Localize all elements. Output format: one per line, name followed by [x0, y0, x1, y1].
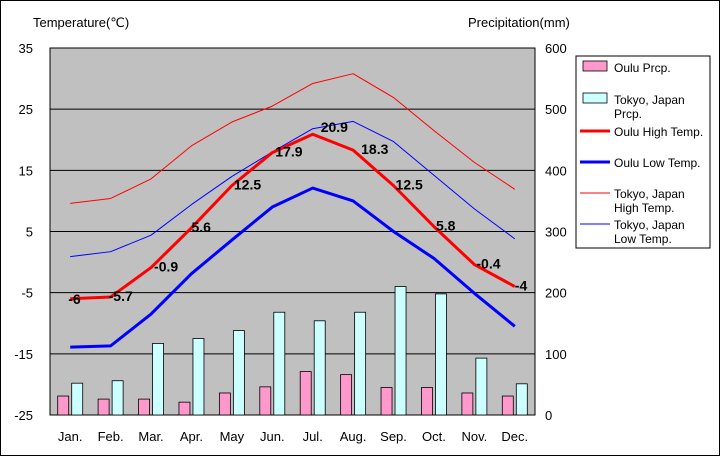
high-temp-data-label: 18.3	[361, 141, 388, 157]
precipitation-bars	[57, 286, 528, 416]
tokyo-precip-bar	[394, 286, 407, 416]
high-temp-data-label: -4	[515, 278, 528, 294]
legend-label: Tokyo, Japan	[614, 187, 685, 201]
legend-label: Low Temp.	[614, 232, 672, 246]
data-labels: -6 -5.7 -0.9 5.6 12.5 17.9 20.9 18.3 12.5 5.8 -0.4…	[68, 119, 527, 307]
high-temp-data-label: 17.9	[275, 144, 302, 160]
oulu-precip-bar	[138, 398, 150, 416]
oulu-precip-bar	[461, 392, 474, 416]
tokyo-precip-bar	[273, 311, 286, 416]
tokyo-precip-bar	[354, 311, 367, 416]
right-tick-label: 500	[545, 102, 567, 117]
oulu-high-temp-line	[70, 132, 516, 301]
gridlines	[50, 108, 535, 355]
x-tick-label: Dec.	[501, 429, 528, 444]
high-temp-data-label: -6	[68, 291, 81, 307]
left-tick-label: -15	[14, 347, 33, 362]
legend-label: Oulu Low Temp.	[614, 156, 701, 170]
left-tick-label: 5	[26, 225, 33, 240]
legend-label: High Temp.	[614, 201, 674, 215]
temperature-lines	[70, 73, 516, 349]
right-tick-label: 300	[545, 225, 567, 240]
x-tick-label: Apr.	[180, 429, 203, 444]
x-tick-label: Jan.	[58, 429, 83, 444]
right-tick-label: 100	[545, 347, 567, 362]
left-tick-label: 35	[19, 41, 33, 56]
oulu-precip-bar	[97, 398, 110, 416]
tokyo-precip-bar	[475, 357, 488, 416]
left-tick-label: 25	[19, 102, 33, 117]
right-tick-label: 200	[545, 286, 567, 301]
x-tick-label: Sep.	[380, 429, 407, 444]
oulu-precip-bar	[299, 371, 312, 416]
left-tick-label: -25	[14, 408, 33, 423]
oulu-precip-bar	[501, 395, 514, 416]
high-temp-data-label: 5.6	[191, 219, 211, 235]
x-tick-label: Mar.	[138, 429, 163, 444]
tokyo-precip-bar	[192, 338, 205, 416]
x-tick-label: Nov.	[461, 429, 487, 444]
oulu-precip-bar	[421, 387, 433, 416]
oulu-precip-bar	[340, 374, 353, 416]
tokyo-precip-bar	[313, 320, 326, 416]
oulu-precip-bar	[178, 401, 191, 416]
legend-bar-swatch	[582, 92, 608, 104]
x-tick-label: Aug.	[340, 429, 367, 444]
legend-label: Tokyo, Japan	[614, 93, 685, 107]
left-tick-label: 15	[19, 163, 33, 178]
x-tick-label: Jul.	[303, 429, 323, 444]
left-axis-title: Temperature(℃)	[33, 15, 129, 30]
high-temp-data-label: 12.5	[234, 177, 261, 193]
tokyo-precip-bar	[435, 293, 447, 416]
left-tick-label: -5	[21, 286, 33, 301]
x-tick-label: Feb.	[98, 429, 124, 444]
high-temp-data-label: -0.9	[154, 259, 178, 275]
legend-label: Prcp.	[614, 107, 642, 121]
legend-label: Tokyo, Japan	[614, 218, 685, 232]
x-tick-label: Oct.	[422, 429, 446, 444]
high-temp-data-label: -0.4	[476, 256, 500, 272]
x-tick-label: Jun.	[260, 429, 285, 444]
right-tick-label: 0	[545, 408, 552, 423]
oulu-precip-bar	[57, 395, 70, 416]
tokyo-precip-bar	[71, 382, 84, 416]
x-tick-label: May	[220, 429, 245, 444]
legend-bar-swatch	[582, 60, 608, 72]
high-temp-data-label: 20.9	[321, 119, 348, 135]
tokyo-high-temp-line	[70, 73, 516, 204]
oulu-precip-bar	[218, 392, 231, 416]
axes: Temperature(℃) Precipitation(mm) 35 25 15 5…	[14, 15, 570, 444]
tokyo-low-temp-line	[70, 120, 516, 258]
oulu-precip-bar	[259, 386, 272, 416]
right-tick-label: 400	[545, 163, 567, 178]
tokyo-precip-bar	[111, 380, 124, 416]
right-tick-label: 600	[545, 41, 567, 56]
high-temp-data-label: -5.7	[109, 288, 133, 304]
legend-label: Oulu Prcp.	[614, 61, 671, 75]
oulu-precip-bar	[380, 387, 393, 416]
legend-label: Oulu High Temp.	[614, 125, 703, 139]
tokyo-precip-bar	[515, 383, 528, 416]
tokyo-precip-bar	[152, 343, 164, 416]
high-temp-data-label: 5.8	[436, 218, 456, 234]
high-temp-data-label: 12.5	[396, 177, 423, 193]
tokyo-precip-bar	[232, 330, 245, 416]
right-axis-title: Precipitation(mm)	[468, 15, 570, 30]
legend-box	[575, 55, 711, 249]
oulu-low-temp-line	[70, 186, 516, 349]
